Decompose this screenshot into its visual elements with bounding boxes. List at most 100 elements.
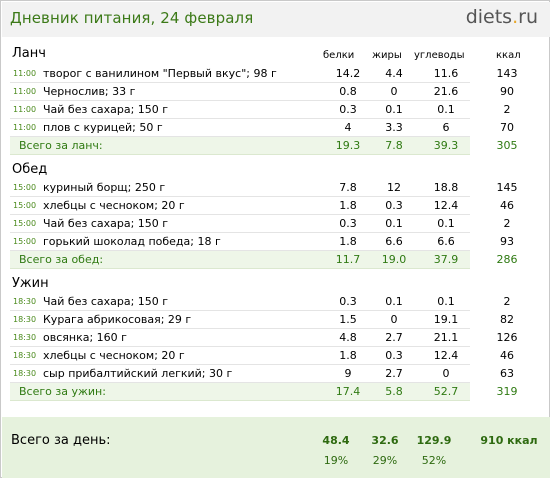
fat-value: 12	[387, 181, 401, 194]
meal-total-row-dinner: Всего за обед: 11.7 19.0 37.9 286	[10, 251, 518, 269]
food-name: Чай без сахара; 150 г	[43, 103, 169, 116]
column-header-protein: белки	[323, 50, 355, 61]
kcal-value: 2	[503, 103, 511, 116]
protein-value: 1.8	[339, 235, 357, 248]
meal-time: 15:00	[13, 183, 37, 192]
logo-dot: .	[512, 6, 519, 28]
kcal-total: 319	[496, 385, 518, 398]
logo-tld-text: ru	[518, 6, 538, 28]
fat-value: 0.3	[385, 349, 403, 362]
carbs-value: 21.6	[433, 85, 459, 98]
meal-total-label: Всего за обед:	[19, 253, 104, 266]
fat-value: 2.7	[385, 331, 403, 344]
meal-time: 11:00	[13, 69, 37, 78]
food-name: Чернослив; 33 г	[43, 85, 136, 98]
protein-value: 9	[344, 367, 352, 380]
kcal-value: 90	[500, 85, 514, 98]
fat-value: 0.1	[385, 295, 403, 308]
meal-total-label: Всего за ланч:	[19, 139, 103, 152]
carbs-value: 0.1	[437, 103, 455, 116]
food-name: Курага абрикосовая; 29 г	[43, 313, 192, 326]
food-name: плов с курицей; 50 г	[43, 121, 163, 134]
kcal-value: 82	[500, 313, 514, 326]
meal-time: 18:30	[13, 297, 37, 306]
kcal-value: 143	[496, 67, 518, 80]
kcal-value: 46	[500, 349, 514, 362]
meal-time: 18:30	[13, 315, 37, 324]
meal-time: 18:30	[13, 351, 37, 360]
food-name: Чай без сахара; 150 г	[43, 295, 169, 308]
column-header-fat: жиры	[372, 50, 402, 61]
food-name: куриный борщ; 250 г	[43, 181, 166, 194]
fat-total: 7.8	[385, 139, 403, 152]
carbs-total: 39.3	[433, 139, 459, 152]
kcal-value: 63	[500, 367, 514, 380]
food-name: хлебцы с чесноком; 20 г	[43, 199, 185, 212]
protein-value: 4	[344, 121, 352, 134]
day-fat-percent: 29%	[372, 454, 398, 467]
food-row[interactable]: 11:00 творог с ванилином "Первый вкус"; …	[10, 65, 518, 83]
meal-time: 18:30	[13, 333, 37, 342]
protein-value: 7.8	[339, 181, 357, 194]
fat-total: 19.0	[381, 253, 407, 266]
food-row[interactable]: 18:30 Чай без сахара; 150 г 0.3 0.1 0.1 …	[10, 293, 511, 311]
kcal-value: 93	[500, 235, 514, 248]
day-carbs-total: 129.9	[416, 434, 452, 447]
kcal-value: 2	[503, 295, 511, 308]
food-row[interactable]: 11:00 Чернослив; 33 г 0.8 0 21.6 90	[10, 83, 514, 101]
food-name: сыр прибалтийский легкий; 30 г	[43, 367, 233, 380]
protein-value: 1.8	[339, 349, 357, 362]
carbs-value: 12.4	[433, 349, 459, 362]
fat-value: 0	[390, 85, 398, 98]
day-carbs-percent: 52%	[421, 454, 447, 467]
fat-value: 0.3	[385, 199, 403, 212]
protein-total: 11.7	[335, 253, 361, 266]
fat-value: 4.4	[385, 67, 403, 80]
diets-logo[interactable]: diets.ru	[466, 6, 538, 28]
food-row[interactable]: 18:30 хлебцы с чесноком; 20 г 1.8 0.3 12…	[10, 347, 514, 365]
logo-main-text: diets	[465, 6, 513, 28]
food-row[interactable]: 18:30 Курага абрикосовая; 29 г 1.5 0 19.…	[10, 311, 514, 329]
kcal-total: 305	[496, 139, 518, 152]
kcal-value: 126	[496, 331, 518, 344]
protein-value: 0.3	[339, 217, 357, 230]
header-bar: Дневник питания, 24 февраля diets.ru	[2, 2, 550, 37]
meal-total-label: Всего за ужин:	[19, 385, 106, 398]
food-name: Чай без сахара; 150 г	[43, 217, 169, 230]
fat-total: 5.8	[385, 385, 403, 398]
protein-value: 1.5	[339, 313, 357, 326]
protein-value: 1.8	[339, 199, 357, 212]
meal-title-supper: Ужин	[12, 276, 49, 291]
food-row[interactable]: 18:30 овсянка; 160 г 4.8 2.7 21.1 126	[10, 329, 518, 347]
carbs-value: 18.8	[433, 181, 459, 194]
food-row[interactable]: 11:00 Чай без сахара; 150 г 0.3 0.1 0.1 …	[10, 101, 511, 119]
food-row[interactable]: 15:00 Чай без сахара; 150 г 0.3 0.1 0.1 …	[10, 215, 511, 233]
food-name: горький шоколад победа; 18 г	[43, 235, 221, 248]
protein-value: 14.2	[335, 67, 361, 80]
meal-title-lunch: Ланч	[12, 46, 46, 61]
food-row[interactable]: 15:00 горький шоколад победа; 18 г 1.8 6…	[10, 233, 514, 251]
fat-value: 0.1	[385, 103, 403, 116]
protein-total: 19.3	[335, 139, 361, 152]
kcal-value: 70	[500, 121, 514, 134]
protein-value: 0.8	[339, 85, 357, 98]
meal-time: 15:00	[13, 237, 37, 246]
food-row[interactable]: 18:30 сыр прибалтийский легкий; 30 г 9 2…	[10, 365, 514, 383]
day-protein-percent: 19%	[323, 454, 349, 467]
protein-value: 0.3	[339, 103, 357, 116]
fat-value: 0.1	[385, 217, 403, 230]
carbs-value: 0.1	[437, 217, 455, 230]
carbs-value: 11.6	[433, 67, 459, 80]
meal-time: 11:00	[13, 87, 37, 96]
meal-total-row-lunch: Всего за ланч: 19.3 7.8 39.3 305	[10, 137, 518, 155]
meal-total-row-supper: Всего за ужин: 17.4 5.8 52.7 319	[10, 383, 518, 401]
column-header-kcal: ккал	[496, 50, 521, 61]
carbs-value: 21.1	[433, 331, 459, 344]
fat-value: 2.7	[385, 367, 403, 380]
food-row[interactable]: 11:00 плов с курицей; 50 г 4 3.3 6 70	[10, 119, 514, 137]
day-kcal-total: 910 ккал	[480, 434, 538, 447]
fat-value: 0	[390, 313, 398, 326]
food-row[interactable]: 15:00 куриный борщ; 250 г 7.8 12 18.8 14…	[10, 179, 518, 197]
food-row[interactable]: 15:00 хлебцы с чесноком; 20 г 1.8 0.3 12…	[10, 197, 514, 215]
